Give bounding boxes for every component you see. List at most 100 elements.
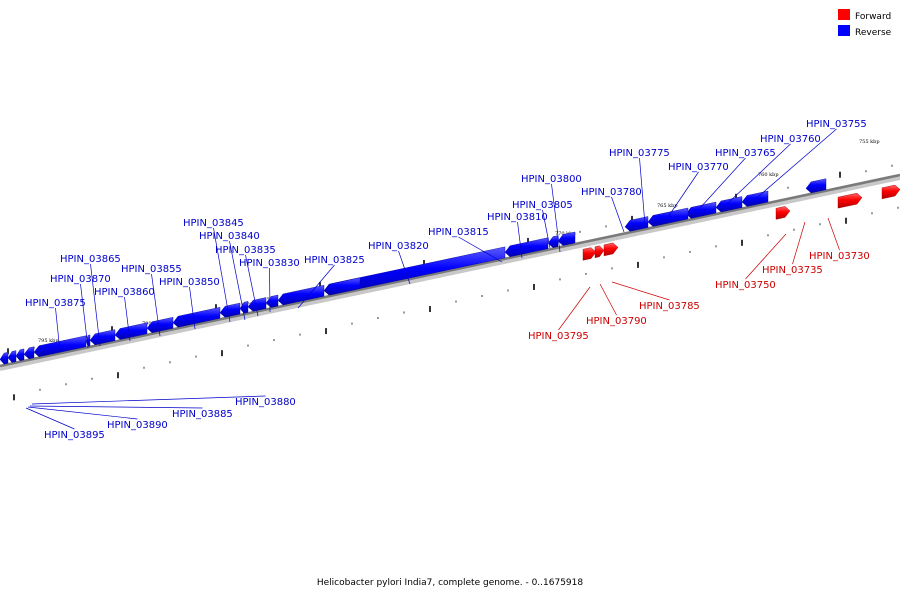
gene-arrow-hpin-03845[interactable] xyxy=(219,302,241,318)
leader-line xyxy=(517,221,523,259)
gene-arrow-hpin-03755[interactable] xyxy=(805,178,827,194)
gene-arrow-hpin-03795[interactable] xyxy=(582,247,597,261)
gene-label: HPIN_03755 xyxy=(806,119,867,130)
gene-label: HPIN_03820 xyxy=(368,241,429,252)
gene-label: HPIN_03895 xyxy=(44,430,105,441)
gene-label: HPIN_03855 xyxy=(121,264,182,275)
gene-arrow-hpin-03840[interactable] xyxy=(239,301,249,314)
leader-line xyxy=(29,405,203,409)
gene-label: HPIN_03730 xyxy=(809,251,870,262)
gene-label: HPIN_03790 xyxy=(586,316,647,327)
gene-arrow-hpin-03815[interactable] xyxy=(323,246,506,296)
leader-line xyxy=(792,221,806,265)
gene-arrow-hpin-03885[interactable] xyxy=(15,348,25,361)
gene-label: HPIN_03850 xyxy=(159,277,220,288)
gene-arrow-hpin-03865[interactable] xyxy=(89,329,116,346)
leader-line xyxy=(667,171,699,218)
gene-label: HPIN_03865 xyxy=(60,254,121,265)
gene-arrow-hpin-03750[interactable] xyxy=(881,184,900,200)
gene-label: HPIN_03785 xyxy=(639,301,700,312)
scale-label: 795 kbp xyxy=(38,338,59,344)
leader-line xyxy=(745,233,787,280)
legend-forward-label: Forward xyxy=(855,12,891,22)
gene-label: HPIN_03880 xyxy=(235,397,296,408)
gene-label: HPIN_03760 xyxy=(760,134,821,145)
gene-arrow-hpin-03835[interactable] xyxy=(247,297,267,312)
gene-arrow-hpin-03800[interactable] xyxy=(557,231,576,246)
leader-line xyxy=(599,283,617,316)
gene-label: HPIN_03775 xyxy=(609,148,670,159)
leader-line xyxy=(611,196,625,233)
gene-arrow-hpin-03890[interactable] xyxy=(7,350,17,363)
scale-label: 765 kbp xyxy=(657,203,678,209)
gene-arrow-hpin-03760[interactable] xyxy=(741,190,769,207)
gene-arrow-hpin-03780[interactable] xyxy=(624,216,649,232)
scale-label: 760 kbp xyxy=(758,172,779,178)
gene-label: HPIN_03800 xyxy=(521,174,582,185)
gene-label: HPIN_03840 xyxy=(199,231,260,242)
gene-arrow-hpin-03850[interactable] xyxy=(172,307,221,328)
gene-label: HPIN_03795 xyxy=(528,331,589,342)
leader-line xyxy=(727,143,791,204)
gene-labels: HPIN_03730 HPIN_03735 HPIN_03750 HPIN_03755… xyxy=(25,119,870,441)
scale-label: 755 kbp xyxy=(859,139,880,145)
gene-arrow-hpin-03785[interactable] xyxy=(603,242,619,257)
genes xyxy=(0,178,900,365)
gene-arrow-hpin-03810[interactable] xyxy=(504,237,549,257)
gene-arrow-hpin-03775[interactable] xyxy=(647,207,689,227)
gene-arrow-hpin-03875[interactable] xyxy=(33,335,87,357)
gene-arrow-hpin-03825[interactable] xyxy=(277,284,325,306)
leader-line xyxy=(751,128,837,203)
gene-label: HPIN_03815 xyxy=(428,227,489,238)
gene-label: HPIN_03825 xyxy=(304,255,365,266)
legend-reverse-swatch xyxy=(838,25,850,36)
gene-arrow-hpin-03735[interactable] xyxy=(775,206,791,220)
leader-line xyxy=(269,267,271,313)
gene-arrow-hpin-03770[interactable] xyxy=(685,201,717,219)
gene-arrow-hpin-03830[interactable] xyxy=(265,294,279,308)
leader-line xyxy=(213,227,231,323)
leader-line xyxy=(31,395,266,405)
leader-line xyxy=(639,157,646,226)
gene-arrow-hpin-03730[interactable] xyxy=(837,192,863,209)
gene-label: HPIN_03765 xyxy=(715,148,776,159)
gene-label: HPIN_03780 xyxy=(581,187,642,198)
leader-line xyxy=(189,286,196,330)
leader-line xyxy=(25,407,75,430)
gene-label: HPIN_03735 xyxy=(762,265,823,276)
leader-line xyxy=(611,281,670,301)
gene-label: HPIN_03835 xyxy=(215,245,276,256)
gene-label: HPIN_03875 xyxy=(25,298,86,309)
gene-arrow-hpin-03895[interactable] xyxy=(0,352,9,365)
gene-arrow-hpin-03855[interactable] xyxy=(146,317,174,333)
leader-line xyxy=(124,296,131,342)
gene-arrow-hpin-03765[interactable] xyxy=(715,196,743,213)
legend: Forward Reverse xyxy=(838,9,892,38)
gene-arrow-hpin-03880[interactable] xyxy=(23,346,35,360)
gene-label: HPIN_03870 xyxy=(50,274,111,285)
gene-label: HPIN_03750 xyxy=(715,280,776,291)
gene-arrow-hpin-03860[interactable] xyxy=(114,322,148,340)
leader-line xyxy=(458,236,503,263)
gene-label: HPIN_03770 xyxy=(668,162,729,173)
genome-caption: Helicobacter pylori India7, complete gen… xyxy=(316,578,584,588)
leader-line xyxy=(245,254,259,317)
leader-line xyxy=(551,183,561,253)
gene-arrow-hpin-03820[interactable] xyxy=(325,277,361,295)
gene-label: HPIN_03860 xyxy=(94,287,155,298)
backbone-line xyxy=(0,173,900,368)
gene-label: HPIN_03890 xyxy=(107,420,168,431)
genome-backbone xyxy=(0,173,900,371)
legend-reverse-label: Reverse xyxy=(855,28,892,38)
gene-arrow-hpin-03805[interactable] xyxy=(547,235,559,248)
leader-line xyxy=(558,286,591,331)
gene-label: HPIN_03885 xyxy=(172,409,233,420)
gene-label: HPIN_03845 xyxy=(183,218,244,229)
label-leader-lines xyxy=(25,128,840,430)
leader-line xyxy=(297,264,335,309)
leader-line xyxy=(55,307,61,353)
gene-arrow-hpin-03790[interactable] xyxy=(594,245,605,258)
leader-line xyxy=(542,209,551,249)
